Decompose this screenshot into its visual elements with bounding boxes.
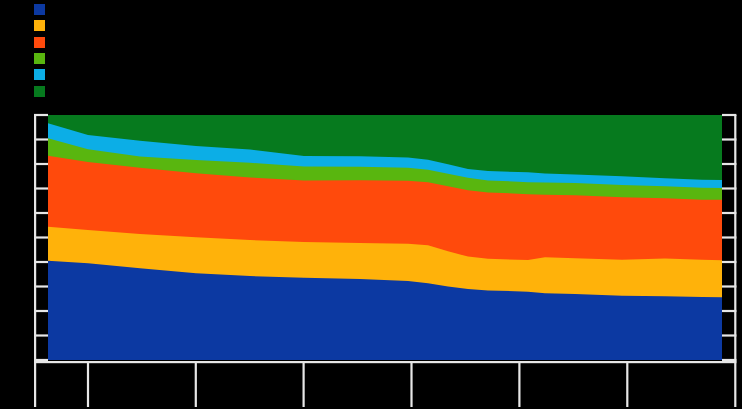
y-tick-left <box>34 138 48 140</box>
y-tick-right <box>722 285 736 287</box>
y-tick-left <box>34 236 48 238</box>
y-tick-left <box>34 310 48 312</box>
y-tick-right <box>722 138 736 140</box>
y-tick-left <box>34 114 48 116</box>
plot-area <box>0 0 742 409</box>
x-tick <box>626 361 628 407</box>
y-tick-right <box>722 114 736 116</box>
x-tick <box>195 361 197 407</box>
y-tick-right <box>722 236 736 238</box>
y-tick-left <box>34 359 48 361</box>
y-tick-right <box>722 334 736 336</box>
y-tick-right <box>722 212 736 214</box>
y-tick-left <box>34 163 48 165</box>
stacked-area-chart <box>0 0 742 409</box>
y-tick-right <box>722 163 736 165</box>
y-tick-right <box>722 359 736 361</box>
x-tick <box>303 361 305 407</box>
y-tick-left <box>34 212 48 214</box>
y-tick-left <box>34 261 48 263</box>
y-tick-right <box>722 261 736 263</box>
x-tick <box>410 361 412 407</box>
x-tick <box>87 361 89 407</box>
y-tick-right <box>722 187 736 189</box>
y-tick-left <box>34 334 48 336</box>
y-tick-left <box>34 187 48 189</box>
y-tick-left <box>34 285 48 287</box>
x-axis-line <box>34 361 736 363</box>
x-tick <box>518 361 520 407</box>
y-tick-right <box>722 310 736 312</box>
